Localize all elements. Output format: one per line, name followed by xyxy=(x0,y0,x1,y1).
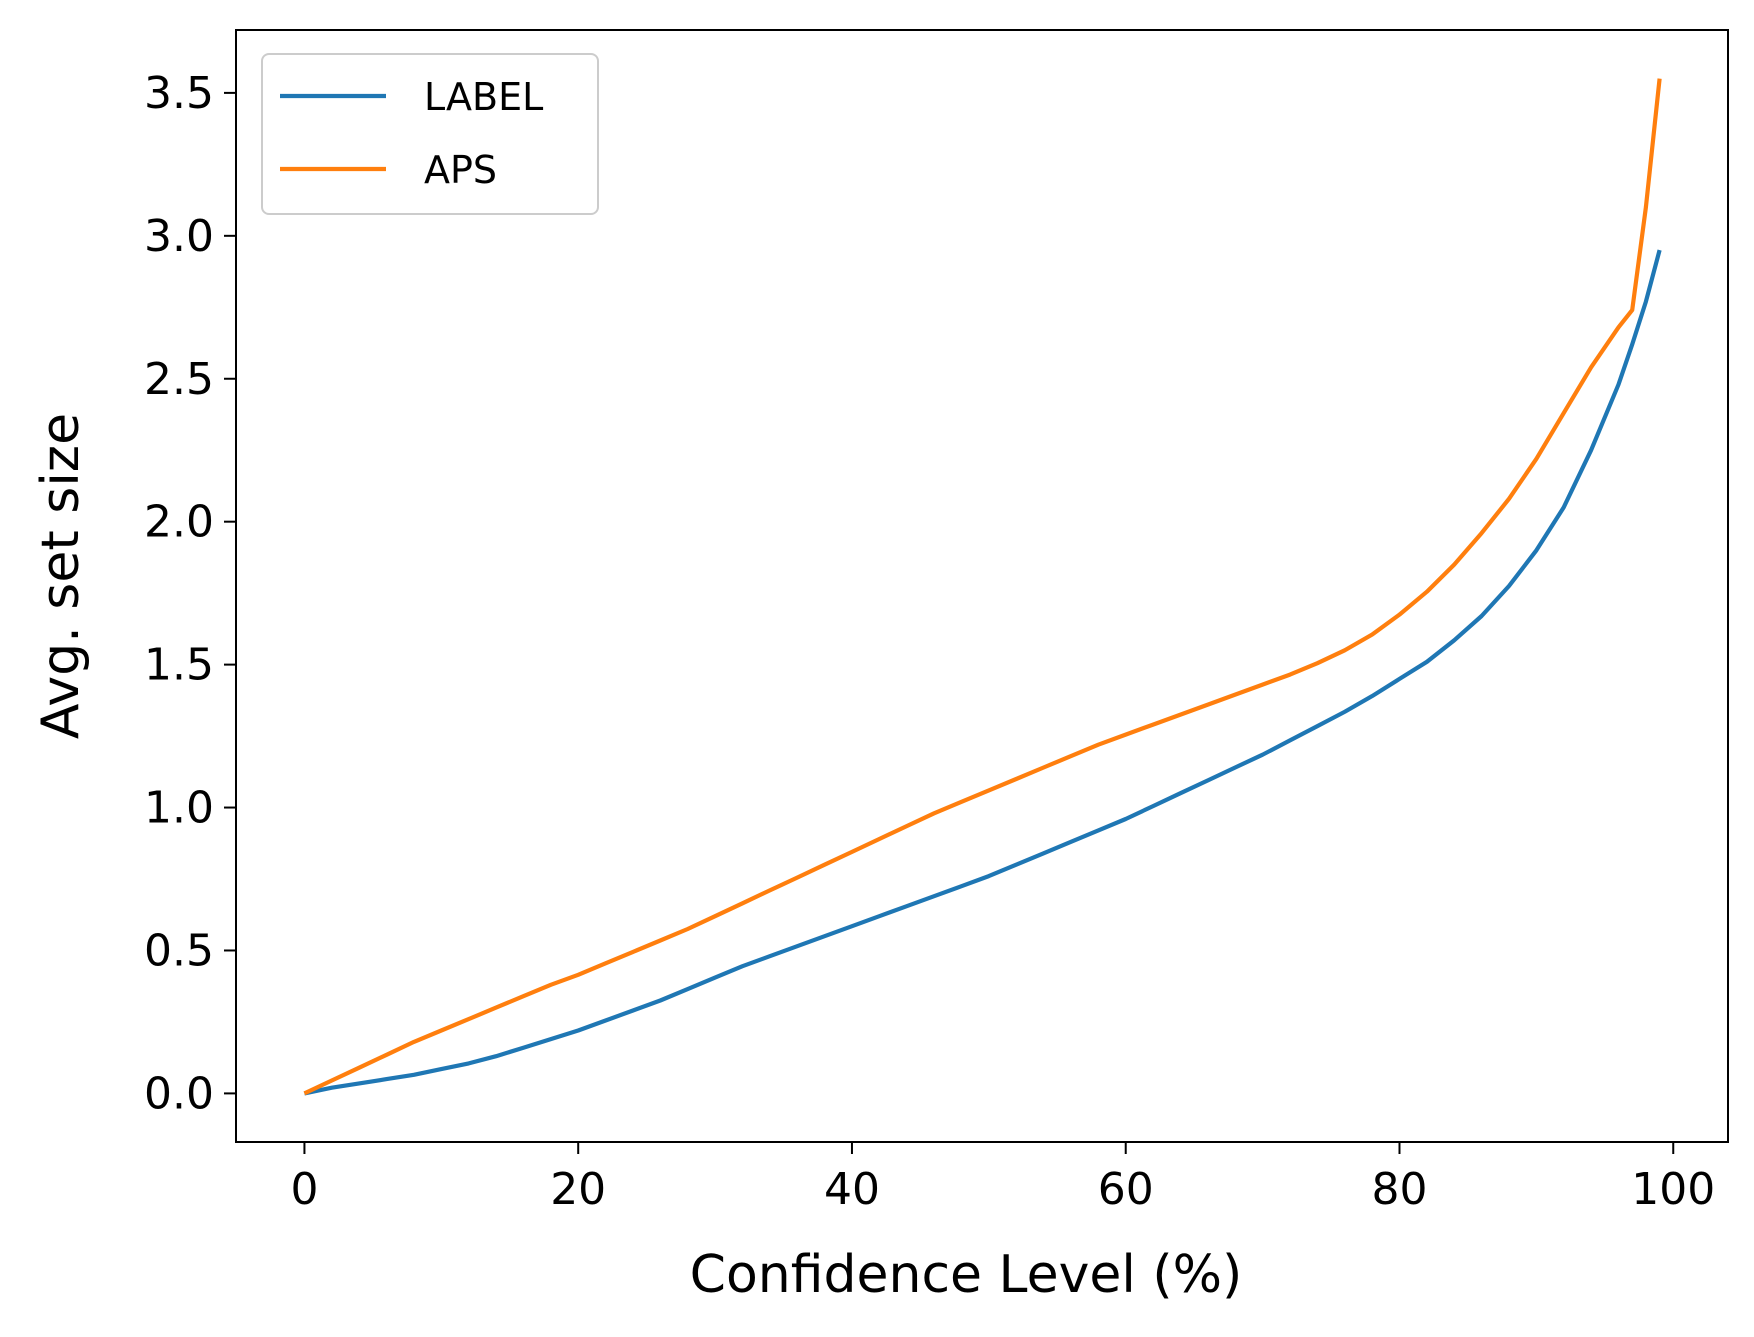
plot-area xyxy=(303,78,1662,1096)
x-tick-label: 0 xyxy=(290,1164,318,1215)
y-tick-label: 1.0 xyxy=(144,783,214,834)
y-tick-label: 0.0 xyxy=(144,1068,214,1119)
y-tick-label: 0.5 xyxy=(144,925,214,976)
x-axis-title: Confidence Level (%) xyxy=(690,1245,1243,1305)
y-tick-label: 2.5 xyxy=(144,354,214,405)
y-tick-label: 3.0 xyxy=(144,211,214,262)
y-tick-label: 3.5 xyxy=(144,68,214,119)
series-line-aps xyxy=(303,78,1662,1096)
x-tick-label: 100 xyxy=(1631,1164,1715,1215)
series-line-label xyxy=(303,249,1662,1096)
legend-label-label: LABEL xyxy=(424,75,543,119)
y-tick-label: 1.5 xyxy=(144,640,214,691)
x-tick-label: 80 xyxy=(1371,1164,1427,1215)
x-tick-label: 20 xyxy=(550,1164,606,1215)
y-tick-label: 2.0 xyxy=(144,497,214,548)
y-axis-title: Avg. set size xyxy=(31,413,91,739)
legend-label-aps: APS xyxy=(424,148,497,192)
axes-frame xyxy=(235,29,1729,1143)
x-tick-label: 40 xyxy=(824,1164,880,1215)
axes: 0 20 40 60 80 100 0.0 0.5 1.0 1.5 2.0 2.5 3.0 3.5 Conf… xyxy=(31,29,1729,1305)
x-tick-label: 60 xyxy=(1098,1164,1154,1215)
legend: LABEL APS xyxy=(261,53,599,215)
